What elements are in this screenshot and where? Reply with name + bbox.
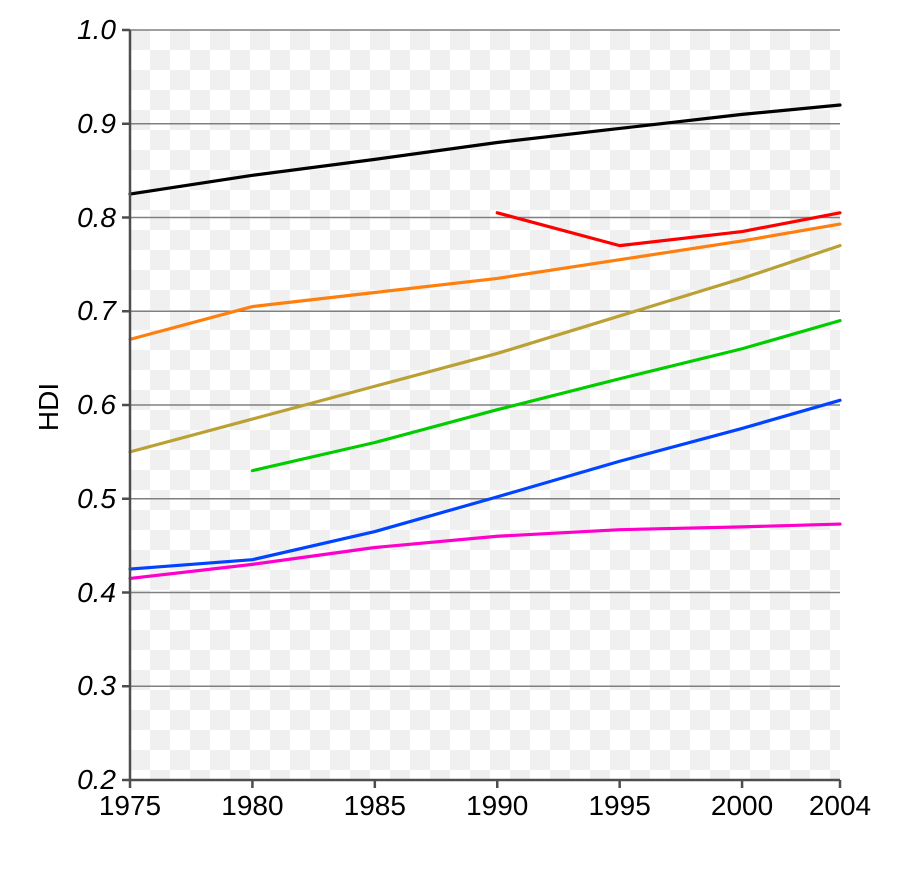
- y-tick-label: 0.8: [0, 202, 116, 234]
- x-tick-label: 1995: [580, 790, 660, 822]
- y-tick-label: 0.7: [0, 295, 116, 327]
- x-tick-label: 1975: [90, 790, 170, 822]
- y-tick-label: 0.3: [0, 670, 116, 702]
- y-tick-label: 0.6: [0, 389, 116, 421]
- x-tick-label: 1990: [457, 790, 537, 822]
- chart-svg: [0, 0, 900, 880]
- hdi-chart: HDI 0.20.30.40.50.60.70.80.91.0197519801…: [0, 0, 900, 880]
- y-tick-label: 0.4: [0, 577, 116, 609]
- y-tick-label: 0.5: [0, 483, 116, 515]
- x-tick-label: 2004: [800, 790, 880, 822]
- x-tick-label: 2000: [702, 790, 782, 822]
- x-tick-label: 1980: [212, 790, 292, 822]
- x-tick-label: 1985: [335, 790, 415, 822]
- y-tick-label: 1.0: [0, 14, 116, 46]
- y-tick-label: 0.9: [0, 108, 116, 140]
